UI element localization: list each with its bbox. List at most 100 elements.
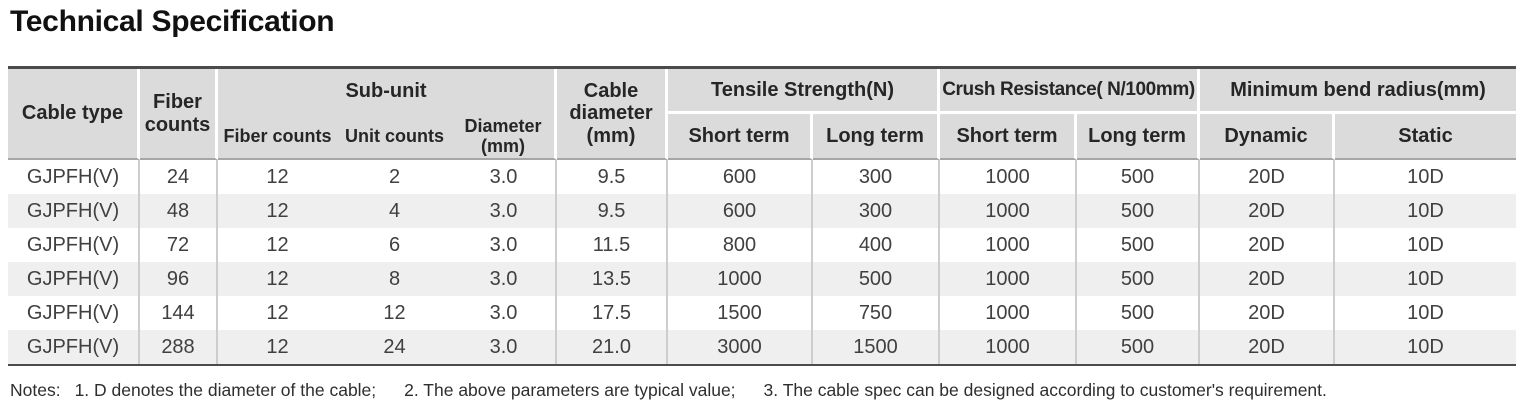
table-cell: 20D: [1200, 330, 1335, 365]
table-cell: 24: [140, 160, 218, 195]
col-header-tensile-short-term: Short term: [668, 114, 813, 161]
table-cell: 12: [218, 262, 337, 297]
col-header-cable-type: Cable type: [8, 69, 140, 161]
group-header-min-bend-radius: Minimum bend radius(mm): [1200, 69, 1517, 114]
table-cell: 400: [813, 228, 940, 263]
table-cell: GJPFH(V): [8, 194, 140, 229]
table-row: GJPFH(V) 72 12 6 3.0 11.5 800 400 1000 500 20D 10D: [8, 228, 1517, 263]
table-body: GJPFH(V) 24 12 2 3.0 9.5 600 300 1000 500 20D 10D GJ…: [8, 160, 1517, 365]
table-cell: 300: [813, 160, 940, 195]
table-cell: 500: [1077, 194, 1200, 229]
col-header-subunit-diameter: Diameter (mm): [452, 114, 557, 161]
table-cell: 13.5: [557, 262, 668, 297]
table-cell: 1000: [940, 330, 1077, 365]
table-cell: 600: [668, 194, 813, 229]
table-cell: GJPFH(V): [8, 296, 140, 331]
table-cell: 1500: [668, 296, 813, 331]
table-cell: 11.5: [557, 228, 668, 263]
table-cell: 20D: [1200, 160, 1335, 195]
group-header-crush-resistance: Crush Resistance( N/100mm): [940, 69, 1200, 114]
page-title: Technical Specification: [10, 5, 335, 38]
table-cell: 96: [140, 262, 218, 297]
table-cell: 1000: [940, 160, 1077, 195]
table-cell: 500: [1077, 296, 1200, 331]
table-cell: 12: [218, 160, 337, 195]
col-header-bend-static: Static: [1335, 114, 1517, 161]
table-cell: 1000: [940, 194, 1077, 229]
table-cell: GJPFH(V): [8, 262, 140, 297]
table-cell: GJPFH(V): [8, 330, 140, 365]
table-cell: 4: [337, 194, 452, 229]
table-cell: 144: [140, 296, 218, 331]
table-cell: 12: [218, 228, 337, 263]
table-cell: GJPFH(V): [8, 160, 140, 195]
table-cell: 6: [337, 228, 452, 263]
table-cell: 500: [1077, 160, 1200, 195]
note-item: 2. The above parameters are typical valu…: [404, 380, 736, 400]
table-cell: 3.0: [452, 296, 557, 331]
table-cell: 17.5: [557, 296, 668, 331]
table-cell: 24: [337, 330, 452, 365]
table-cell: 600: [668, 160, 813, 195]
table-cell: 500: [1077, 330, 1200, 365]
table-cell: 3000: [668, 330, 813, 365]
table-cell: 300: [813, 194, 940, 229]
table-cell: 500: [1077, 228, 1200, 263]
table-cell: 1500: [813, 330, 940, 365]
table-cell: 3.0: [452, 160, 557, 195]
table-cell: 1000: [940, 296, 1077, 331]
col-header-subunit-unit-counts: Unit counts: [337, 114, 452, 161]
table-cell: 3.0: [452, 194, 557, 229]
table-row: GJPFH(V) 96 12 8 3.0 13.5 1000 500 1000 500 20D 10D: [8, 262, 1517, 297]
col-header-cable-diameter: Cable diameter (mm): [557, 69, 668, 161]
col-header-fiber-counts: Fiber counts: [140, 69, 218, 161]
table-cell: 8: [337, 262, 452, 297]
table-cell: 20D: [1200, 262, 1335, 297]
note-item: 1. D denotes the diameter of the cable;: [74, 380, 377, 400]
group-header-sub-unit: Sub-unit: [218, 69, 557, 114]
table-row: GJPFH(V) 48 12 4 3.0 9.5 600 300 1000 500 20D 10D: [8, 194, 1517, 229]
table-row: GJPFH(V) 288 12 24 3.0 21.0 3000 1500 1000 500 20D…: [8, 330, 1517, 365]
table-row: GJPFH(V) 24 12 2 3.0 9.5 600 300 1000 500 20D 10D: [8, 160, 1517, 195]
table-row: GJPFH(V) 144 12 12 3.0 17.5 1500 750 1000 500 20D 1…: [8, 296, 1517, 331]
table-cell: 3.0: [452, 262, 557, 297]
table-cell: 20D: [1200, 296, 1335, 331]
table-cell: 12: [218, 296, 337, 331]
table-cell: 10D: [1335, 330, 1517, 365]
table-cell: 20D: [1200, 228, 1335, 263]
table-cell: 48: [140, 194, 218, 229]
table-cell: 72: [140, 228, 218, 263]
group-header-tensile-strength: Tensile Strength(N): [668, 69, 940, 114]
col-header-bend-dynamic: Dynamic: [1200, 114, 1335, 161]
table-cell: 10D: [1335, 296, 1517, 331]
table-cell: 20D: [1200, 194, 1335, 229]
table-cell: 288: [140, 330, 218, 365]
table-cell: 9.5: [557, 160, 668, 195]
col-header-tensile-long-term: Long term: [813, 114, 940, 161]
col-header-subunit-fiber-counts: Fiber counts: [218, 114, 337, 161]
table-cell: 500: [813, 262, 940, 297]
col-header-crush-long-term: Long term: [1077, 114, 1200, 161]
technical-spec-table: Cable type Fiber counts Sub-unit Cable d…: [8, 66, 1517, 367]
table-cell: 12: [218, 330, 337, 365]
table-cell: 3.0: [452, 330, 557, 365]
col-header-crush-short-term: Short term: [940, 114, 1077, 161]
notes: Notes: 1. D denotes the diameter of the c…: [10, 380, 1327, 401]
table-cell: GJPFH(V): [8, 228, 140, 263]
table-cell: 1000: [668, 262, 813, 297]
table-cell: 10D: [1335, 228, 1517, 263]
table-cell: 10D: [1335, 194, 1517, 229]
table-cell: 12: [337, 296, 452, 331]
table-cell: 10D: [1335, 262, 1517, 297]
table-cell: 21.0: [557, 330, 668, 365]
table-cell: 12: [218, 194, 337, 229]
notes-label: Notes:: [10, 380, 61, 400]
note-item: 3. The cable spec can be designed accord…: [763, 380, 1327, 400]
table-cell: 1000: [940, 228, 1077, 263]
table-cell: 800: [668, 228, 813, 263]
table-cell: 9.5: [557, 194, 668, 229]
table-header: Cable type Fiber counts Sub-unit Cable d…: [8, 69, 1517, 161]
table-cell: 10D: [1335, 160, 1517, 195]
table-cell: 1000: [940, 262, 1077, 297]
